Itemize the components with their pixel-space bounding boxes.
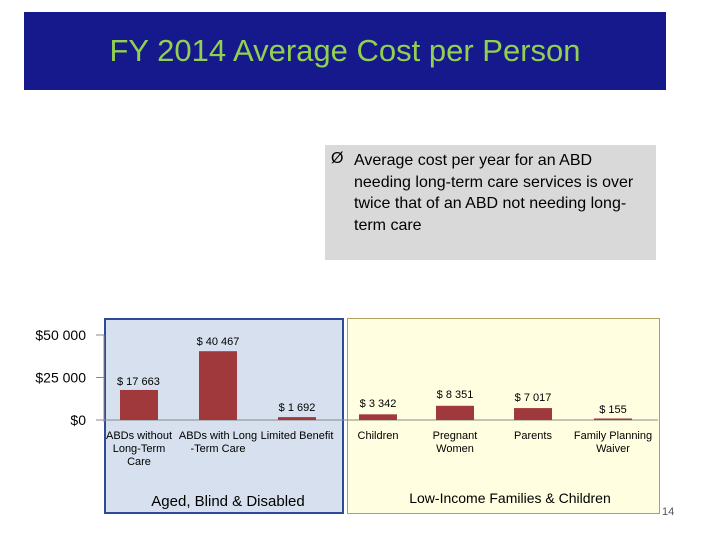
data-label: $ 8 351 [437, 389, 474, 401]
x-tick-label: Long-Term [113, 443, 166, 455]
x-tick-label: Care [127, 456, 151, 468]
data-label: $ 7 017 [515, 392, 552, 404]
y-tick-label: $25 000 [35, 370, 86, 386]
x-tick-label: Family Planning [574, 430, 652, 442]
x-tick-label: -Term Care [190, 443, 245, 455]
x-tick-label: ABDs without [106, 430, 172, 442]
group-label: Aged, Blind & Disabled [151, 493, 304, 510]
data-label: $ 3 342 [360, 398, 397, 410]
bar [278, 417, 316, 420]
data-label: $ 40 467 [197, 336, 240, 348]
data-label: $ 17 663 [117, 376, 160, 388]
x-tick-label: ABDs with Long [179, 430, 257, 442]
bar [594, 418, 632, 420]
x-tick-label: Children [358, 430, 399, 442]
bar [359, 414, 397, 420]
families-group-panel [347, 318, 660, 514]
bullet-arrow-icon: Ø [331, 150, 344, 167]
data-label: $ 155 [599, 404, 627, 416]
x-tick-label: Pregnant [433, 430, 478, 442]
note-text: Average cost per year for an ABD needing… [354, 152, 634, 234]
y-tick-label: $0 [70, 412, 86, 428]
slide-title: FY 2014 Average Cost per Person [109, 33, 581, 68]
group-label: Low-Income Families & Children [409, 490, 611, 506]
x-tick-label: Waiver [596, 443, 630, 455]
bar [120, 389, 158, 420]
bar [436, 405, 474, 420]
note-box: Ø Average cost per year for an ABD needi… [325, 145, 656, 260]
x-tick-label: Women [436, 443, 474, 455]
data-label: $ 1 692 [279, 402, 316, 414]
y-tick-label: $50 000 [35, 327, 86, 343]
x-tick-label: Parents [514, 430, 552, 442]
bar [514, 408, 552, 420]
page-number: 14 [662, 506, 675, 518]
x-tick-label: Limited Benefit [261, 430, 334, 442]
title-bar: FY 2014 Average Cost per Person [24, 12, 666, 90]
bar [199, 351, 237, 420]
